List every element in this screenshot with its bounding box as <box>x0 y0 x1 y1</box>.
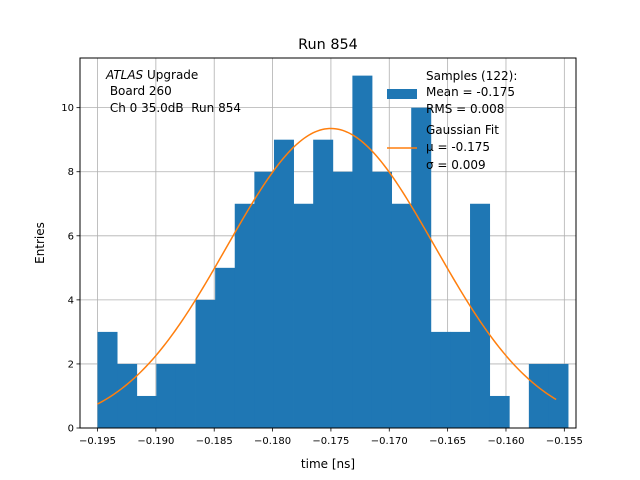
x-tick-label: −0.180 <box>254 436 291 447</box>
x-axis-ticks: −0.195 −0.190 −0.185 −0.180 −0.175 −0.170 −0.1… <box>79 428 583 447</box>
fit-curve-group <box>97 127 557 405</box>
legend-hist-line-2: Mean = -0.175 <box>426 85 515 99</box>
x-tick-label: −0.185 <box>196 436 233 447</box>
legend-hist-swatch <box>387 89 417 99</box>
legend: Samples (122): Mean = -0.175 RMS = 0.008… <box>387 69 517 172</box>
y-tick-label: 0 <box>68 424 74 435</box>
x-tick-label: −0.175 <box>312 436 349 447</box>
y-tick-label: 4 <box>68 295 74 306</box>
x-tick-label: −0.155 <box>546 436 583 447</box>
annotation-line-3: Ch 0 35.0dB Run 854 <box>106 101 241 115</box>
legend-fit-line-3: σ = 0.009 <box>426 158 486 172</box>
gaussian-fit-curve <box>97 127 557 405</box>
x-tick-label: −0.165 <box>429 436 466 447</box>
histogram-bar <box>489 395 510 428</box>
annotation-line-2: Board 260 <box>106 84 172 98</box>
y-tick-label: 6 <box>68 231 74 242</box>
y-tick-label: 2 <box>68 359 74 370</box>
histogram-bar <box>136 395 157 428</box>
histogram-bar <box>195 299 216 428</box>
histogram-bar <box>293 203 314 428</box>
histogram-bar <box>156 363 177 428</box>
histogram-bar <box>313 139 334 429</box>
histogram-bar <box>470 203 491 428</box>
histogram-bar <box>215 267 236 428</box>
histogram-bar <box>450 331 471 428</box>
x-tick-label: −0.170 <box>371 436 408 447</box>
histogram-bar <box>352 75 373 428</box>
x-axis-label: time [ns] <box>301 457 355 471</box>
histogram-bar <box>332 171 353 428</box>
legend-hist-line-3: RMS = 0.008 <box>426 102 504 116</box>
y-axis-ticks: 0 2 4 6 8 10 <box>61 103 80 435</box>
y-tick-label: 8 <box>68 167 74 178</box>
chart-title: Run 854 <box>298 37 358 53</box>
x-tick-label: −0.195 <box>79 436 116 447</box>
plot-frame <box>79 57 577 429</box>
histogram-bar <box>391 203 412 428</box>
y-axis-label: Entries <box>33 222 47 264</box>
histogram-bar <box>175 363 196 428</box>
legend-hist-line-1: Samples (122): <box>426 69 517 83</box>
x-tick-label: −0.190 <box>137 436 174 447</box>
annotation-line-1: ATLAS Upgrade <box>105 68 198 82</box>
legend-fit-line-1: Gaussian Fit <box>426 123 499 137</box>
histogram-bar <box>548 363 569 428</box>
histogram-bars <box>97 75 569 429</box>
histogram-bar <box>528 363 549 428</box>
histogram-bar <box>97 331 118 428</box>
y-tick-label: 10 <box>61 103 74 114</box>
histogram-bar <box>234 203 255 428</box>
annotation-upgrade: Upgrade <box>143 68 198 82</box>
histogram-bar <box>273 139 294 429</box>
histogram-bar <box>411 107 432 428</box>
legend-fit-line-2: μ = -0.175 <box>426 140 490 154</box>
x-tick-label: −0.160 <box>487 436 524 447</box>
histogram-bar <box>430 331 451 428</box>
histogram-bar <box>254 171 275 428</box>
histogram-bar <box>117 363 138 428</box>
annotation-atlas: ATLAS <box>105 68 144 82</box>
histogram-bar <box>371 171 393 428</box>
atlas-annotation: ATLAS Upgrade Board 260 Ch 0 35.0dB Run … <box>105 68 241 115</box>
